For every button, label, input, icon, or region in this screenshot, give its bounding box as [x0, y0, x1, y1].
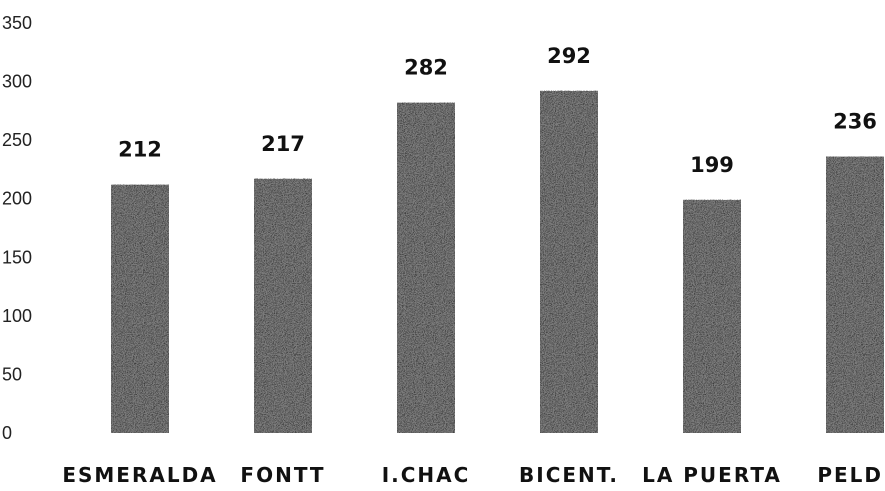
bar — [683, 199, 741, 433]
y-tick-label: 150 — [2, 247, 32, 267]
y-tick-label: 300 — [2, 72, 32, 92]
bar — [826, 156, 884, 434]
x-tick-label: I.CHAC — [382, 463, 471, 487]
bar — [397, 102, 455, 434]
x-tick-label: BICENT. — [519, 463, 619, 487]
x-tick-label: FONTT — [240, 463, 325, 487]
data-label: 212 — [118, 138, 162, 162]
bar — [254, 178, 312, 433]
y-tick-label: 100 — [2, 306, 32, 326]
x-tick-label: PELD. — [817, 463, 885, 487]
bar — [111, 184, 169, 433]
x-tick-label: LA PUERTA — [642, 463, 782, 487]
y-tick-label: 50 — [2, 364, 22, 384]
bars — [111, 90, 884, 434]
data-label: 217 — [261, 132, 305, 156]
y-tick-label: 250 — [2, 130, 32, 150]
y-tick-label: 200 — [2, 189, 32, 209]
data-labels: 212 217 282 292 199 236 — [118, 44, 877, 177]
data-label: 282 — [404, 56, 448, 80]
y-tick-label: 350 — [2, 13, 32, 33]
data-label: 236 — [833, 110, 877, 134]
y-tick-label: 0 — [2, 423, 12, 443]
x-tick-label: ESMERALDA — [62, 463, 217, 487]
bar — [540, 90, 598, 433]
data-label: 199 — [690, 153, 734, 177]
x-axis: ESMERALDA FONTT I.CHAC BICENT. LA PUERTA PELD… — [62, 463, 885, 487]
data-label: 292 — [547, 44, 591, 68]
y-axis: 0 50 100 150 200 250 300 350 — [2, 13, 32, 443]
